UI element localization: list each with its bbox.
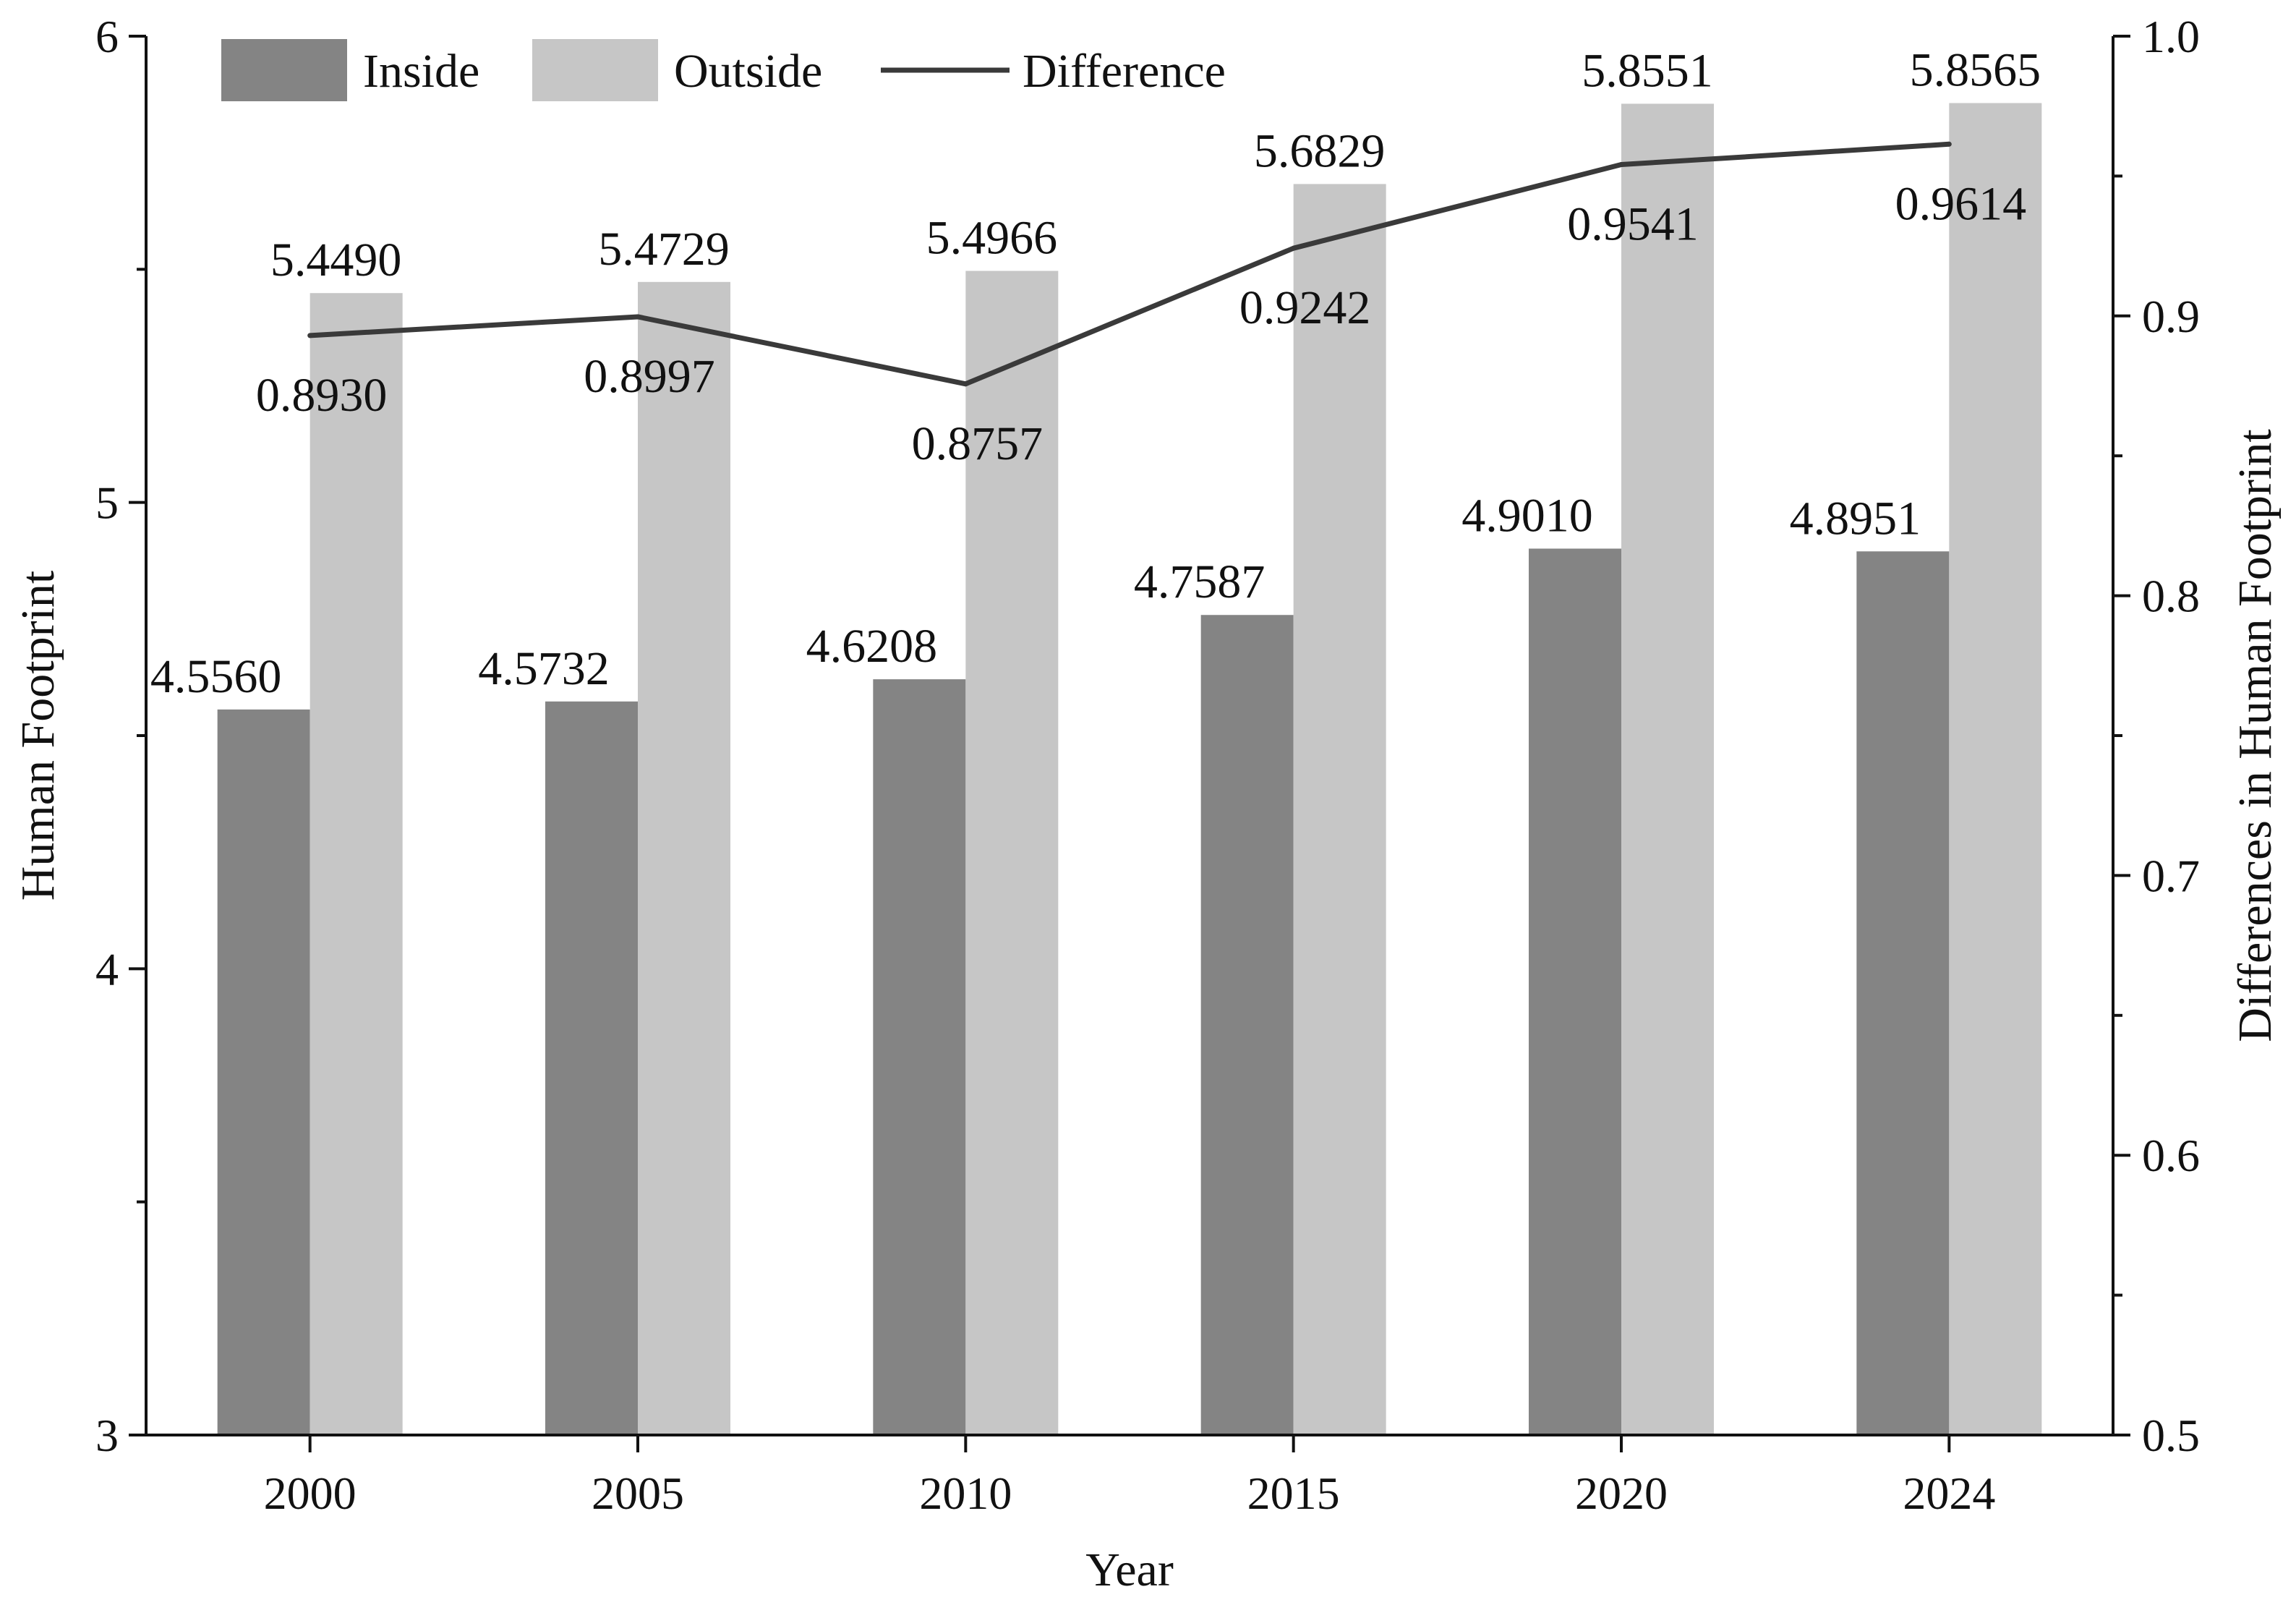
label-outside-2000: 5.4490 [270,234,402,286]
left-tick-label-3: 3 [95,1410,119,1461]
bar-inside-2024 [1856,551,1950,1435]
bar-outside-2015 [1293,184,1386,1435]
right-tick-label-0.8: 0.8 [2142,571,2200,622]
label-difference-2024: 0.9614 [1895,177,2027,230]
bar-inside-2015 [1200,615,1294,1435]
right-tick-label-0.6: 0.6 [2142,1130,2200,1181]
difference-point-2015 [1291,245,1297,251]
label-inside-2000: 4.5560 [150,650,282,703]
label-inside-2010: 4.6208 [806,620,938,673]
left-tick-label-6: 6 [95,11,119,62]
x-tick-label-2020: 2020 [1575,1468,1668,1519]
difference-point-2010 [963,381,968,387]
label-difference-2010: 0.8757 [912,417,1044,470]
label-inside-2024: 4.8951 [1790,492,1921,545]
label-outside-2024: 5.8565 [1910,44,2041,97]
bar-outside-2020 [1621,103,1714,1435]
label-outside-2010: 5.4966 [926,212,1058,265]
label-inside-2015: 4.7587 [1134,555,1266,608]
difference-line-layer [307,141,1952,387]
label-difference-2015: 0.9242 [1239,281,1371,334]
bar-inside-2010 [873,679,966,1435]
label-outside-2015: 5.6829 [1254,124,1386,177]
bar-inside-2000 [217,709,310,1435]
legend-label-difference: Difference [1023,45,1226,98]
left-tick-label-5: 5 [95,477,119,529]
label-inside-2005: 4.5732 [478,642,610,695]
bar-inside-2005 [545,701,638,1435]
bar-outside-2024 [1949,103,2042,1436]
legend: Inside Outside Difference [221,39,1226,101]
difference-point-2000 [307,333,313,339]
right-tick-label-0.5: 0.5 [2142,1410,2200,1461]
bar-outside-2010 [965,271,1059,1436]
difference-point-2020 [1618,162,1624,168]
x-axis-title: Year [1085,1544,1174,1596]
right-tick-label-0.9: 0.9 [2142,291,2200,342]
x-tick-label-2010: 2010 [919,1468,1012,1519]
bar-outside-2005 [638,281,730,1435]
label-outside-2005: 5.4729 [598,223,730,276]
right-y-axis-title: Differences in Human Footprint [2229,429,2282,1042]
legend-swatch-outside [532,39,658,101]
x-tick-label-2024: 2024 [1903,1468,1995,1519]
data-labels-layer: 4.5560 5.4490 4.5732 5.4729 4.6208 5.4966 4.75… [150,44,2041,703]
legend-label-outside: Outside [674,45,822,98]
x-tick-label-2005: 2005 [592,1468,684,1519]
x-tick-label-2015: 2015 [1247,1468,1340,1519]
left-y-axis-title: Human Footprint [12,571,64,901]
label-difference-2000: 0.8930 [256,369,388,422]
label-difference-2005: 0.8997 [584,350,715,403]
label-inside-2020: 4.9010 [1461,489,1593,542]
difference-point-2024 [1946,141,1952,147]
bar-outside-2000 [310,293,403,1436]
difference-point-2005 [635,314,641,320]
right-tick-label-0.7: 0.7 [2142,850,2200,901]
label-difference-2020: 0.9541 [1567,198,1699,251]
bar-inside-2020 [1529,548,1621,1435]
legend-label-inside: Inside [363,45,479,98]
bars-layer [217,103,2042,1436]
legend-swatch-inside [221,39,347,101]
label-outside-2020: 5.8551 [1582,44,1713,97]
right-tick-label-1.0: 1.0 [2142,11,2200,62]
left-tick-label-4: 4 [95,943,119,995]
x-tick-label-2000: 2000 [264,1468,357,1519]
difference-line [310,141,1950,387]
axes-layer: 3 4 5 6 0.5 0.6 0.7 0.8 0.9 1.0 2000 2005 2010 2015 20… [12,11,2282,1596]
